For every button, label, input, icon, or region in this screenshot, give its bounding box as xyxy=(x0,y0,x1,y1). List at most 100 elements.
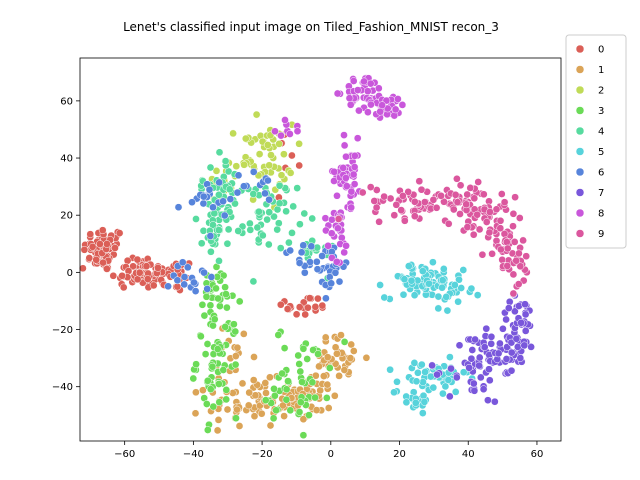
point-class-9 xyxy=(514,280,523,288)
point-class-1 xyxy=(250,412,259,421)
point-class-7 xyxy=(485,376,494,385)
point-class-7 xyxy=(487,339,496,348)
point-class-8 xyxy=(342,182,351,190)
point-class-3 xyxy=(203,340,212,348)
point-class-7 xyxy=(521,300,529,309)
point-class-4 xyxy=(221,157,230,165)
point-class-8 xyxy=(333,89,342,98)
point-class-8 xyxy=(340,248,349,257)
point-class-1 xyxy=(238,379,247,388)
point-class-9 xyxy=(500,198,509,207)
point-class-6 xyxy=(300,268,309,277)
point-class-7 xyxy=(479,385,488,394)
point-class-3 xyxy=(314,350,322,358)
point-class-3 xyxy=(197,332,205,341)
point-class-5 xyxy=(393,377,401,386)
legend-frame xyxy=(565,34,627,249)
point-class-8 xyxy=(347,187,356,196)
point-class-1 xyxy=(261,379,270,387)
point-class-3 xyxy=(189,374,198,383)
point-class-8 xyxy=(340,131,348,139)
point-class-1 xyxy=(279,401,287,410)
point-class-6 xyxy=(200,268,208,277)
point-class-1 xyxy=(346,354,355,362)
x-tick-label: −40 xyxy=(183,449,204,460)
point-class-2 xyxy=(252,110,261,119)
point-class-1 xyxy=(280,412,288,420)
point-class-4 xyxy=(246,226,255,234)
point-class-3 xyxy=(235,297,244,306)
point-class-1 xyxy=(266,373,274,382)
point-class-0 xyxy=(276,300,285,309)
point-class-6 xyxy=(249,168,258,176)
point-class-9 xyxy=(511,193,519,202)
point-class-4 xyxy=(249,190,258,198)
point-class-7 xyxy=(512,334,521,343)
point-class-4 xyxy=(225,185,234,194)
point-class-4 xyxy=(246,219,254,228)
point-class-4 xyxy=(296,220,304,229)
point-class-9 xyxy=(485,228,494,237)
point-class-9 xyxy=(463,223,472,231)
point-class-3 xyxy=(202,400,211,408)
point-class-6 xyxy=(234,171,243,180)
point-class-0 xyxy=(133,275,142,284)
point-class-6 xyxy=(295,259,304,267)
point-class-9 xyxy=(429,195,438,204)
point-class-3 xyxy=(261,396,270,405)
point-class-1 xyxy=(245,388,254,397)
point-class-6 xyxy=(207,273,216,281)
point-class-6 xyxy=(299,241,308,250)
point-class-8 xyxy=(271,127,279,136)
point-class-8 xyxy=(330,177,338,185)
point-class-7 xyxy=(471,335,479,344)
point-class-3 xyxy=(299,431,308,440)
point-class-3 xyxy=(303,355,312,363)
point-class-5 xyxy=(434,292,443,301)
point-class-7 xyxy=(485,365,493,374)
point-class-3 xyxy=(298,378,306,386)
point-class-8 xyxy=(345,94,354,103)
point-class-9 xyxy=(510,238,519,246)
point-class-8 xyxy=(391,105,400,114)
point-class-1 xyxy=(362,353,371,362)
point-class-5 xyxy=(429,383,438,392)
point-class-9 xyxy=(372,203,381,212)
point-class-5 xyxy=(404,262,413,270)
point-class-8 xyxy=(353,134,362,143)
point-class-9 xyxy=(466,184,475,192)
point-class-5 xyxy=(459,368,468,377)
point-class-9 xyxy=(475,225,484,234)
point-class-4 xyxy=(263,215,271,224)
point-class-9 xyxy=(397,206,406,214)
point-class-2 xyxy=(280,150,288,159)
point-class-9 xyxy=(497,190,506,198)
point-class-7 xyxy=(511,307,519,316)
point-class-1 xyxy=(233,405,241,414)
point-class-4 xyxy=(253,223,262,232)
point-class-9 xyxy=(478,250,487,259)
point-class-7 xyxy=(507,366,516,375)
point-class-0 xyxy=(288,151,296,160)
point-class-0 xyxy=(149,281,158,290)
plot-frame xyxy=(79,57,562,442)
point-class-6 xyxy=(164,282,172,291)
point-class-6 xyxy=(190,278,198,287)
point-class-8 xyxy=(394,95,402,103)
point-class-6 xyxy=(264,176,272,185)
point-class-3 xyxy=(295,408,304,416)
point-class-1 xyxy=(249,376,258,384)
legend-label-9: 9 xyxy=(598,229,604,240)
point-class-5 xyxy=(410,291,419,300)
point-class-5 xyxy=(457,284,466,292)
y-tick-label: −40 xyxy=(52,382,73,393)
point-class-7 xyxy=(428,361,436,370)
point-class-3 xyxy=(280,344,289,352)
point-class-9 xyxy=(519,236,527,245)
point-class-4 xyxy=(274,219,283,228)
point-class-3 xyxy=(213,345,222,353)
point-class-7 xyxy=(507,348,516,357)
point-class-9 xyxy=(522,252,531,261)
point-class-8 xyxy=(333,191,341,200)
